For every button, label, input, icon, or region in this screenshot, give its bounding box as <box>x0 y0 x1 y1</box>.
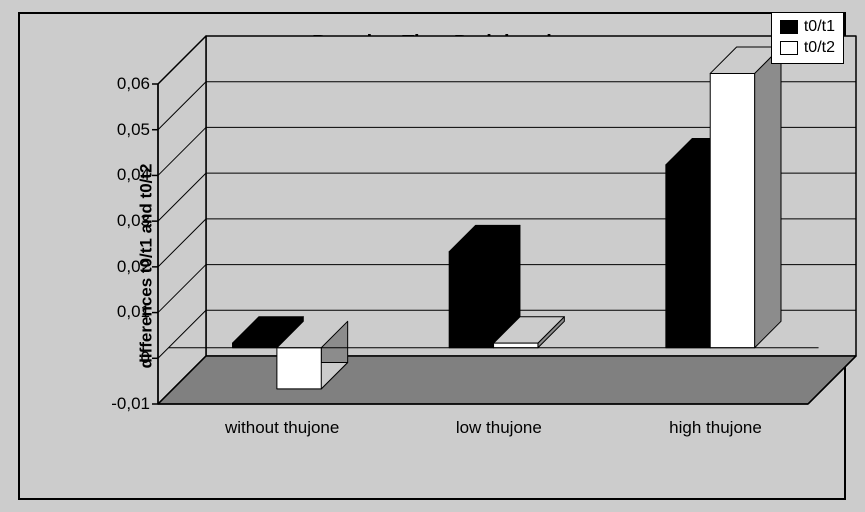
y-tick-label: 0 <box>96 348 150 368</box>
chart-outer-frame: Reaction Time Peripheral t0/t1 t0/t2 dif… <box>0 0 865 512</box>
legend-item-1: t0/t2 <box>780 38 835 59</box>
y-tick-label: 0,03 <box>96 211 150 231</box>
legend-item-0: t0/t1 <box>780 17 835 38</box>
plot-wrap: differences t0/t1 and t0/t2 -0,0100,010,… <box>98 66 828 466</box>
legend-label-0: t0/t1 <box>804 17 835 38</box>
chart-frame: Reaction Time Peripheral t0/t1 t0/t2 dif… <box>18 12 846 500</box>
legend-swatch-1 <box>780 41 798 55</box>
legend-label-1: t0/t2 <box>804 38 835 59</box>
x-tick-label: low thujone <box>419 418 579 438</box>
y-tick-label: 0,06 <box>96 74 150 94</box>
legend-swatch-0 <box>780 20 798 34</box>
y-tick-label: 0,05 <box>96 120 150 140</box>
chart-svg <box>158 76 858 512</box>
y-tick-label: 0,02 <box>96 257 150 277</box>
x-tick-label: without thujone <box>202 418 362 438</box>
x-tick-label: high thujone <box>636 418 796 438</box>
legend: t0/t1 t0/t2 <box>771 12 844 64</box>
y-tick-label: 0,04 <box>96 165 150 185</box>
y-tick-label: -0,01 <box>96 394 150 414</box>
plot-area: -0,0100,010,020,030,040,050,06without th… <box>158 76 808 426</box>
y-tick-label: 0,01 <box>96 302 150 322</box>
